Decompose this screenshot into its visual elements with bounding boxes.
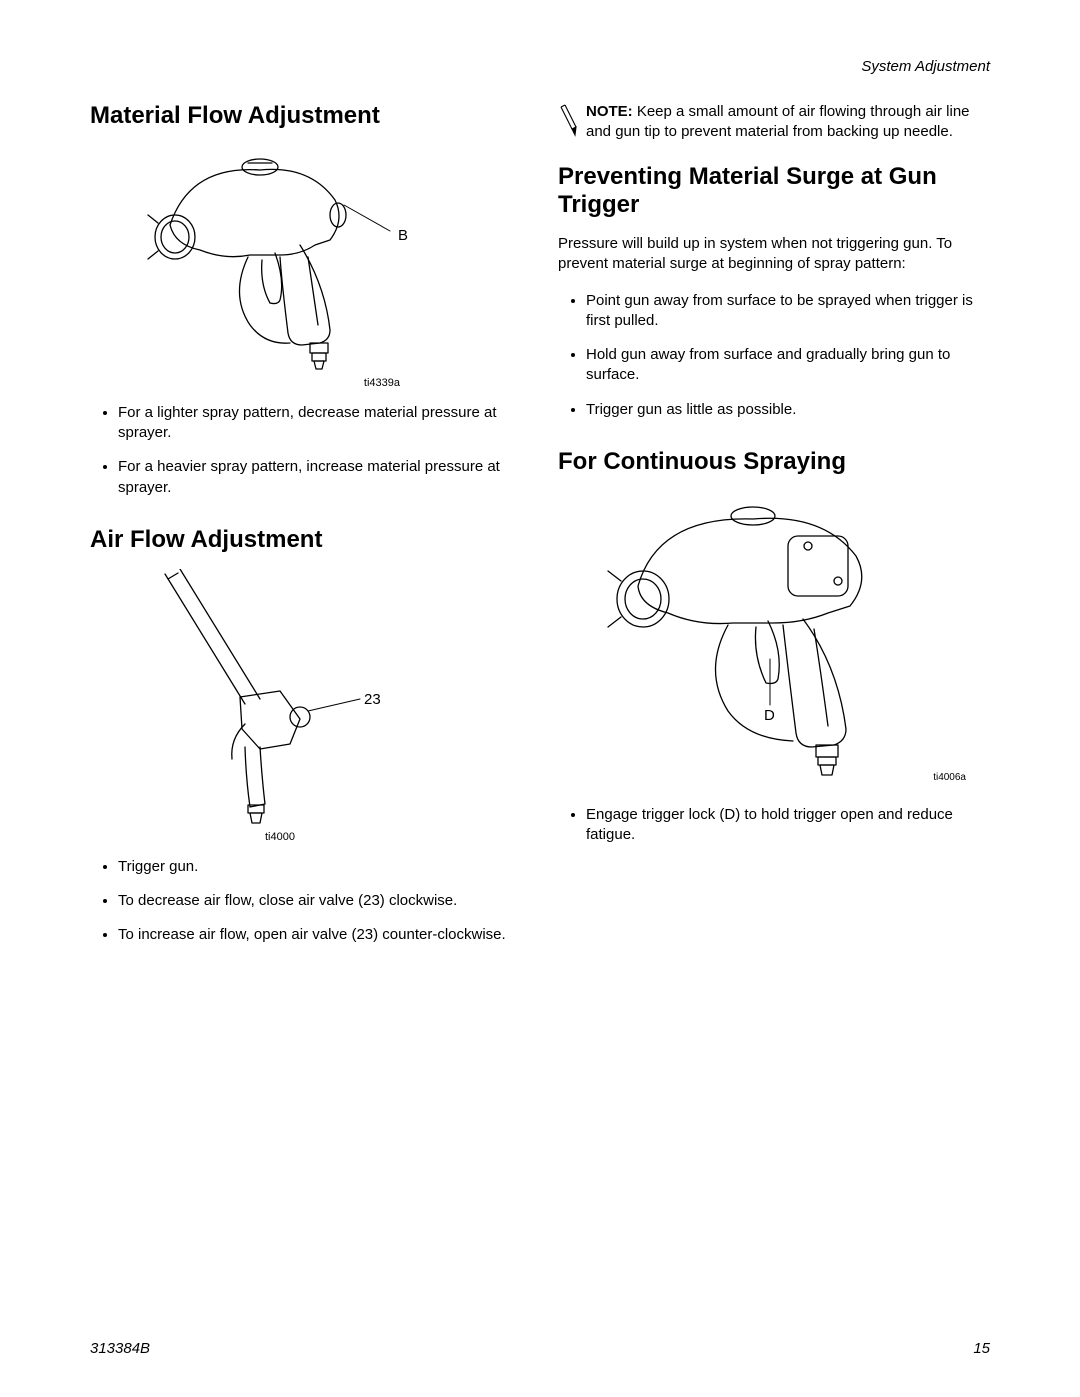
left-column: Material Flow Adjustment	[90, 102, 522, 959]
page-footer: 313384B 15	[90, 1340, 990, 1357]
list-item: Trigger gun.	[118, 857, 522, 877]
heading-material-flow: Material Flow Adjustment	[90, 102, 522, 131]
heading-air-flow: Air Flow Adjustment	[90, 526, 522, 555]
list-material-flow: For a lighter spray pattern, decrease ma…	[118, 403, 522, 498]
callout-23: 23	[364, 691, 381, 708]
figure-caption-3: ti4006a	[933, 772, 966, 783]
header-section-label: System Adjustment	[861, 58, 990, 75]
list-surge: Point gun away from surface to be spraye…	[586, 291, 990, 420]
list-item: To decrease air flow, close air valve (2…	[118, 891, 522, 911]
note-block: NOTE: Keep a small amount of air flowing…	[558, 102, 990, 143]
list-item: Hold gun away from surface and gradually…	[586, 345, 990, 386]
figure-caption-2: ti4000	[180, 831, 380, 843]
list-item: For a lighter spray pattern, decrease ma…	[118, 403, 522, 444]
callout-d: D	[764, 707, 775, 724]
list-air-flow: Trigger gun. To decrease air flow, close…	[118, 857, 522, 946]
heading-prevent-surge: Preventing Material Surge at Gun Trigger	[558, 163, 990, 221]
list-item: Trigger gun as little as possible.	[586, 400, 990, 420]
figure-caption-1: ti4339a	[130, 377, 430, 389]
heading-continuous-spray: For Continuous Spraying	[558, 448, 990, 477]
note-body: Keep a small amount of air flowing throu…	[586, 103, 970, 140]
list-item: For a heavier spray pattern, increase ma…	[118, 457, 522, 498]
note-text: NOTE: Keep a small amount of air flowing…	[586, 102, 990, 143]
pencil-icon	[558, 104, 580, 138]
surge-intro: Pressure will build up in system when no…	[558, 234, 990, 275]
figure-air-flow: 23 ti4000	[150, 569, 522, 843]
figure-continuous-spray: D ti4006a	[588, 491, 990, 791]
footer-page-number: 15	[973, 1340, 990, 1357]
list-item: Engage trigger lock (D) to hold trigger …	[586, 805, 990, 846]
list-continuous: Engage trigger lock (D) to hold trigger …	[586, 805, 990, 846]
two-column-layout: Material Flow Adjustment	[90, 102, 990, 959]
list-item: To increase air flow, open air valve (23…	[118, 925, 522, 945]
footer-doc-id: 313384B	[90, 1340, 150, 1357]
right-column: NOTE: Keep a small amount of air flowing…	[558, 102, 990, 959]
list-item: Point gun away from surface to be spraye…	[586, 291, 990, 332]
callout-b: B	[398, 227, 408, 244]
figure-material-flow: B ti4339a	[130, 145, 522, 389]
note-label: NOTE:	[586, 103, 633, 120]
